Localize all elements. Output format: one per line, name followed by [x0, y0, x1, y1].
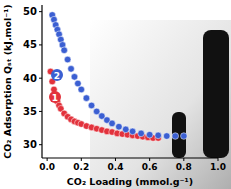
x-tick-label: 0.0 — [39, 162, 55, 172]
x-tick-label: 1.0 — [210, 162, 226, 172]
point — [88, 102, 95, 109]
point — [129, 128, 136, 135]
point — [71, 74, 78, 81]
point — [181, 133, 188, 140]
y-axis-label: CO₂ Adsorption Qₛₜ (kJ.mol⁻¹) — [2, 4, 13, 158]
y-tick — [39, 11, 42, 12]
y-tick — [39, 78, 42, 79]
x-tick-label: 0.6 — [142, 162, 158, 172]
pillar — [203, 30, 229, 158]
x-axis — [42, 157, 218, 158]
series-badge — [49, 91, 61, 103]
x-tick — [183, 158, 184, 161]
x-tick — [149, 158, 150, 161]
point — [155, 132, 162, 139]
background-smoke — [90, 20, 231, 189]
point — [109, 120, 116, 127]
point — [75, 80, 82, 87]
point — [116, 123, 123, 130]
point — [83, 95, 90, 102]
y-tick-label: 45 — [23, 39, 37, 50]
point — [163, 133, 170, 140]
x-tick — [218, 158, 219, 161]
point — [172, 133, 179, 140]
y-tick-label: 50 — [23, 6, 37, 17]
x-axis-label: CO₂ Loading (mmol.g⁻¹) — [67, 176, 193, 187]
point — [138, 130, 145, 137]
plot-area — [47, 12, 187, 142]
y-tick-label: 35 — [23, 106, 37, 117]
point — [93, 108, 100, 115]
chart: 30 35 40 45 50 0.0 0.2 0.4 0.6 0.8 1.0 CO₂ Loading … — [0, 0, 231, 189]
series-badge — [51, 69, 63, 81]
x-tick-label: 0.2 — [73, 162, 89, 172]
y-tick — [39, 144, 42, 145]
x-tick — [81, 158, 82, 161]
y-axis — [41, 5, 42, 158]
series-label: 1 — [52, 93, 58, 103]
point — [68, 66, 75, 73]
y-tick — [39, 44, 42, 45]
y-tick — [39, 111, 42, 112]
x-tick — [47, 158, 48, 161]
point — [146, 131, 153, 138]
series-label: 2 — [54, 71, 60, 81]
x-tick — [115, 158, 116, 161]
point — [61, 47, 68, 54]
point — [78, 86, 85, 93]
x-tick-label: 0.4 — [107, 162, 123, 172]
point — [64, 56, 71, 63]
point — [122, 126, 129, 133]
y-tick-label: 40 — [23, 73, 37, 84]
x-tick-label: 0.8 — [176, 162, 192, 172]
y-tick-label: 30 — [23, 139, 37, 150]
